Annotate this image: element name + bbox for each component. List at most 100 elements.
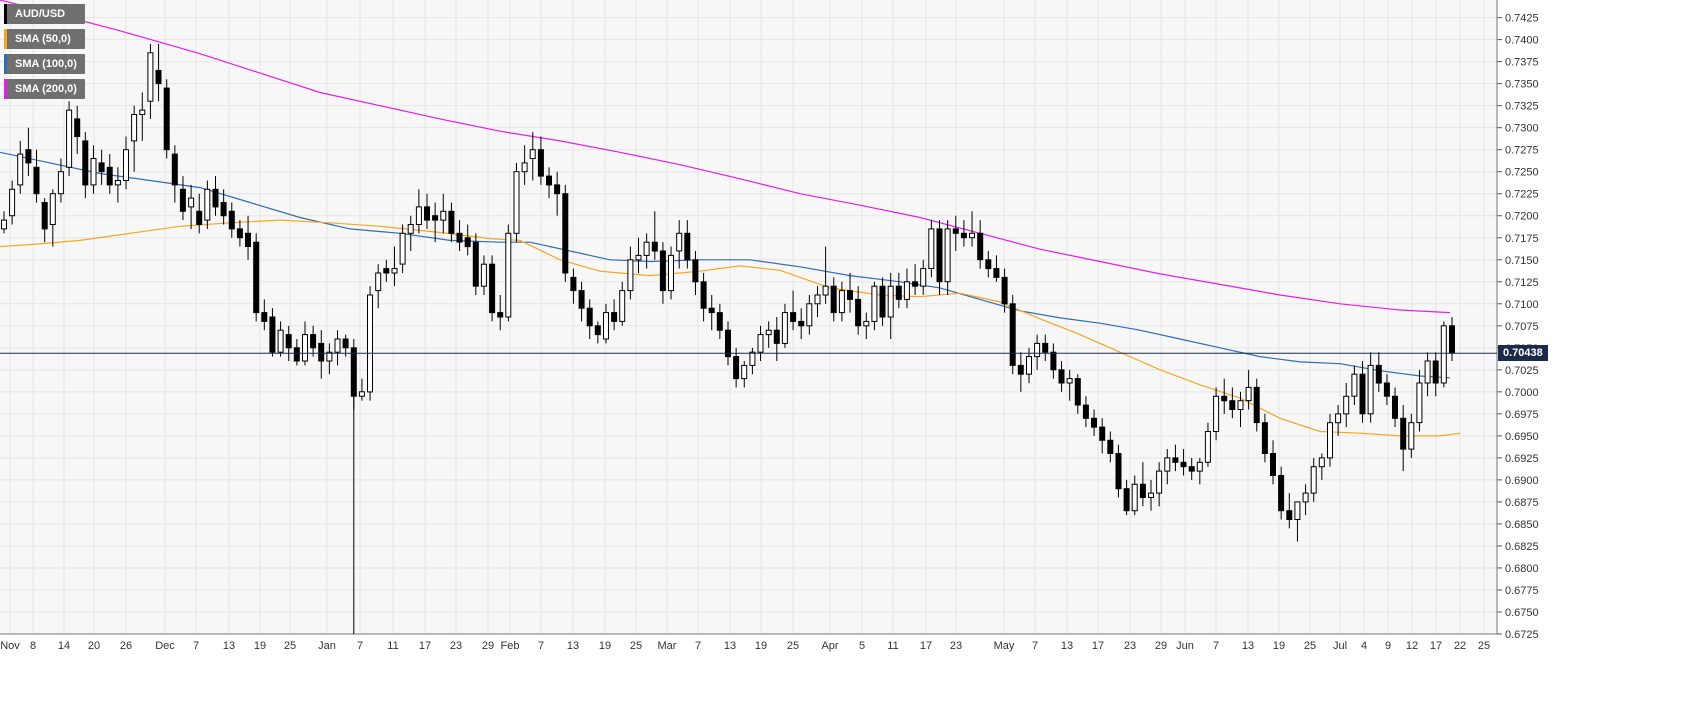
candle-down (1449, 325, 1455, 354)
candle-up (1343, 395, 1350, 415)
legend-swatch-sma-50 (4, 29, 7, 49)
candle-down (594, 325, 601, 336)
candle-down (960, 232, 967, 239)
x-tick-label: 13 (1061, 640, 1073, 652)
candle-up (920, 268, 927, 287)
candle-up (440, 210, 447, 221)
candle-up (1196, 461, 1203, 472)
x-tick-label: 13 (567, 640, 579, 652)
candle-up (90, 158, 97, 186)
x-tick-label: 5 (859, 640, 865, 652)
candle-down (570, 276, 577, 292)
candle-up (529, 149, 536, 159)
candle-up (757, 334, 764, 353)
y-tick-label: 0.7200 (1505, 211, 1539, 223)
y-tick-label: 0.6800 (1505, 563, 1539, 575)
candle-up (326, 351, 333, 362)
candle-down (424, 206, 430, 221)
last-price-tag: 0.70438 (1498, 345, 1548, 362)
candle-up (643, 241, 650, 256)
legend-sma-200[interactable]: SMA (200,0) (4, 79, 85, 99)
candle-up (814, 294, 821, 305)
candle-up (1156, 470, 1163, 494)
candle-down (716, 312, 723, 331)
candle-down (1180, 461, 1187, 468)
x-tick-label: 23 (950, 640, 962, 652)
candle-up (1026, 356, 1032, 375)
candle-up (863, 320, 870, 327)
candle-down (497, 312, 504, 318)
candle-down (25, 149, 32, 164)
candle-down (1253, 386, 1260, 424)
candle-down (448, 210, 455, 234)
candle-down (1115, 453, 1122, 490)
candle-up (619, 290, 626, 322)
y-tick-label: 0.7025 (1505, 365, 1539, 377)
y-tick-label: 0.7300 (1505, 123, 1539, 135)
x-tick-label: Nov (0, 640, 20, 652)
x-tick-label: 25 (1478, 640, 1490, 652)
candle-down (684, 232, 691, 261)
candle-up (871, 285, 878, 322)
x-tick-label: 23 (1124, 640, 1136, 652)
candle-down (1017, 364, 1024, 375)
candle-down (1261, 422, 1268, 455)
candle-down (1221, 395, 1228, 402)
x-tick-label: 9 (1385, 640, 1391, 652)
candle-down (155, 69, 162, 85)
candle-down (651, 241, 658, 252)
candle-down (554, 184, 561, 195)
candle-down (1050, 351, 1057, 371)
x-tick-label: Jan (318, 640, 336, 652)
candle-down (1107, 439, 1114, 454)
x-tick-label: 17 (419, 640, 431, 652)
candle-down (1009, 303, 1016, 366)
legend-sma-100[interactable]: SMA (100,0) (4, 54, 85, 74)
candle-up (399, 232, 406, 265)
candle-up (375, 272, 382, 292)
legend-aud-usd[interactable]: AUD/USD (4, 4, 85, 24)
y-tick-label: 0.7100 (1505, 299, 1539, 311)
legend-label-sma-200: SMA (200,0) (15, 83, 77, 95)
y-tick-label: 0.7350 (1505, 79, 1539, 91)
x-tick-label: 13 (1242, 640, 1254, 652)
candle-down (537, 149, 544, 177)
candle-up (1367, 364, 1374, 415)
candle-down (456, 232, 463, 243)
x-tick-label: 17 (920, 640, 932, 652)
candle-down (285, 334, 292, 349)
x-tick-label: 20 (88, 640, 100, 652)
x-tick-label: 19 (599, 640, 611, 652)
y-tick-label: 0.6750 (1505, 607, 1539, 619)
candle-down (310, 334, 317, 349)
y-tick-label: 0.7125 (1505, 277, 1539, 289)
x-tick-label: 29 (1155, 640, 1167, 652)
candle-up (903, 281, 910, 300)
candle-up (928, 228, 935, 269)
x-tick-label: 22 (1454, 640, 1466, 652)
legend-label-sma-50: SMA (50,0) (15, 33, 71, 45)
x-tick-label: 17 (1092, 640, 1104, 652)
candle-down (1139, 483, 1146, 498)
candle-down (33, 166, 40, 195)
candle-up (1408, 422, 1415, 450)
candle-up (407, 224, 414, 234)
legend-swatch-sma-200 (4, 79, 7, 99)
x-tick-label: 25 (284, 640, 296, 652)
candle-up (627, 259, 634, 292)
candle-up (188, 197, 195, 208)
candle-down (342, 338, 349, 349)
candle-up (1245, 386, 1252, 402)
x-tick-label: Feb (501, 640, 520, 652)
candle-down (163, 87, 170, 151)
candle-down (269, 316, 276, 353)
candle-down (912, 281, 919, 287)
x-tick-label: 7 (357, 640, 363, 652)
legend-sma-50[interactable]: SMA (50,0) (4, 29, 85, 49)
candle-up (277, 329, 284, 353)
x-tick-label: 7 (193, 640, 199, 652)
y-tick-label: 0.7175 (1505, 233, 1539, 245)
candle-down (74, 118, 81, 138)
plot-background (0, 0, 1497, 634)
y-tick-label: 0.6900 (1505, 475, 1539, 487)
